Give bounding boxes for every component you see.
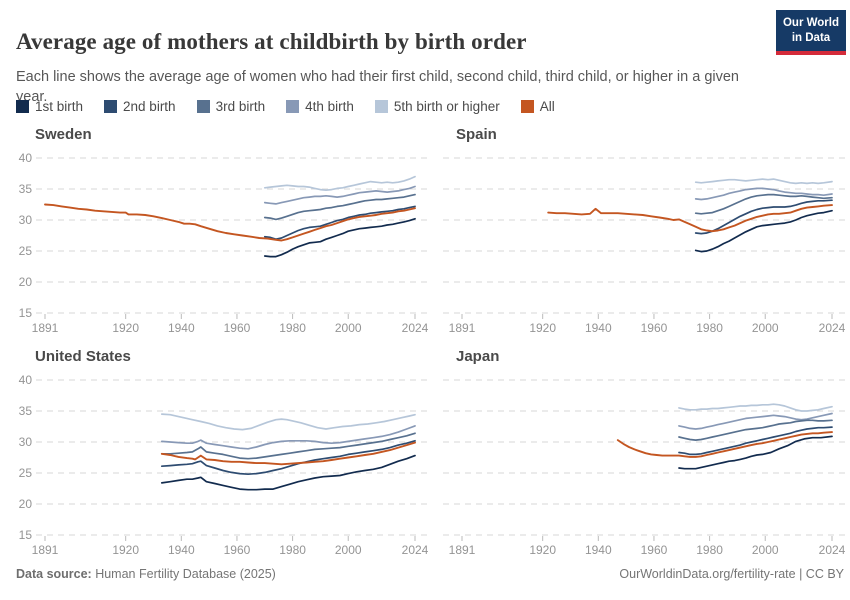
svg-text:25: 25 — [19, 466, 33, 480]
svg-text:1980: 1980 — [696, 543, 723, 557]
owid-logo-line2: in Data — [791, 31, 831, 44]
svg-text:2000: 2000 — [335, 543, 362, 557]
facet-title: Japan — [456, 348, 500, 365]
svg-text:1920: 1920 — [529, 543, 556, 557]
svg-text:20: 20 — [19, 497, 33, 511]
legend-item-5th-birth-or-higher[interactable]: 5th birth or higher — [374, 99, 500, 114]
legend-item-2nd-birth[interactable]: 2nd birth — [104, 99, 176, 114]
page-title: Average age of mothers at childbirth by … — [16, 29, 527, 55]
legend: 1st birth 2nd birth 3rd birth 4th birth … — [16, 99, 555, 114]
svg-text:1940: 1940 — [585, 543, 612, 557]
svg-text:1940: 1940 — [168, 321, 195, 335]
svg-text:2000: 2000 — [752, 543, 779, 557]
facet-title: United States — [35, 348, 131, 365]
line-chart-united-states: 15 20 25 30 35 40 1891 1920 1940 1960 1980 2000 2024 — [16, 370, 431, 560]
svg-text:2000: 2000 — [335, 321, 362, 335]
svg-text:20: 20 — [19, 275, 33, 289]
svg-text:15: 15 — [19, 306, 33, 320]
svg-text:1960: 1960 — [641, 321, 668, 335]
svg-text:15: 15 — [19, 528, 33, 542]
line-chart-japan: 1891 1920 1940 1960 1980 2000 2024 — [437, 370, 849, 560]
svg-text:1891: 1891 — [32, 543, 59, 557]
svg-text:30: 30 — [19, 435, 33, 449]
svg-text:2024: 2024 — [402, 543, 429, 557]
owid-logo-red-bar — [776, 50, 846, 55]
svg-text:1920: 1920 — [112, 321, 139, 335]
data-source-label: Data source: — [16, 567, 92, 581]
facet-title: Sweden — [35, 126, 92, 143]
legend-swatch — [374, 100, 388, 113]
svg-text:1891: 1891 — [449, 321, 476, 335]
owid-logo[interactable]: Our World in Data — [776, 10, 846, 55]
svg-text:2024: 2024 — [819, 321, 846, 335]
legend-label: 5th birth or higher — [393, 99, 500, 114]
svg-text:40: 40 — [19, 151, 33, 165]
svg-text:2024: 2024 — [402, 321, 429, 335]
svg-text:2024: 2024 — [819, 543, 846, 557]
svg-text:25: 25 — [19, 244, 33, 258]
legend-label: 3rd birth — [215, 99, 266, 114]
legend-label: 2nd birth — [123, 99, 176, 114]
legend-swatch — [286, 100, 300, 113]
facet-title: Spain — [456, 126, 497, 143]
svg-text:1960: 1960 — [224, 543, 251, 557]
svg-text:1940: 1940 — [585, 321, 612, 335]
line-chart-sweden: 15 20 25 30 35 40 1891 1920 1940 1960 1980 2000 2024 — [16, 148, 431, 338]
svg-text:35: 35 — [19, 404, 33, 418]
legend-swatch — [520, 100, 534, 113]
svg-text:1960: 1960 — [224, 321, 251, 335]
svg-text:1920: 1920 — [112, 543, 139, 557]
legend-label: All — [539, 99, 555, 114]
legend-item-4th-birth[interactable]: 4th birth — [286, 99, 354, 114]
facet-spain: Spain 1891 1920 1940 1960 1980 2000 2024 — [437, 126, 849, 338]
footer-link[interactable]: OurWorldinData.org/fertility-rate | CC B… — [619, 567, 844, 581]
svg-text:35: 35 — [19, 182, 33, 196]
legend-swatch — [16, 100, 29, 113]
svg-text:1891: 1891 — [32, 321, 59, 335]
facet-grid: Sweden 15 20 25 30 35 40 1891 1920 1940 1960 1980 2… — [16, 126, 849, 560]
legend-item-1st-birth[interactable]: 1st birth — [16, 99, 83, 114]
svg-text:1980: 1980 — [696, 321, 723, 335]
svg-text:1920: 1920 — [529, 321, 556, 335]
legend-item-all[interactable]: All — [520, 99, 555, 114]
owid-logo-box: Our World in Data — [776, 10, 846, 51]
legend-label: 1st birth — [35, 99, 84, 114]
facet-sweden: Sweden 15 20 25 30 35 40 1891 1920 1940 1960 1980 2… — [16, 126, 431, 338]
legend-label: 4th birth — [305, 99, 354, 114]
svg-text:2000: 2000 — [752, 321, 779, 335]
data-source-text: Human Fertility Database (2025) — [91, 567, 276, 581]
svg-text:1940: 1940 — [168, 543, 195, 557]
line-chart-spain: 1891 1920 1940 1960 1980 2000 2024 — [437, 148, 849, 338]
footer: Data source: Human Fertility Database (2… — [16, 567, 844, 581]
facet-japan: Japan 1891 1920 1940 1960 1980 2000 2024 — [437, 348, 849, 560]
svg-text:1980: 1980 — [279, 543, 306, 557]
svg-text:40: 40 — [19, 373, 33, 387]
legend-swatch — [196, 100, 210, 113]
legend-item-3rd-birth[interactable]: 3rd birth — [196, 99, 266, 114]
svg-text:30: 30 — [19, 213, 33, 227]
data-source: Data source: Human Fertility Database (2… — [16, 567, 276, 581]
svg-text:1980: 1980 — [279, 321, 306, 335]
chart-subtitle: Each line shows the average age of women… — [16, 68, 739, 106]
facet-united-states: United States 15 20 25 30 35 40 1891 1920 1940 19… — [16, 348, 431, 560]
owid-logo-line1: Our World — [782, 17, 839, 29]
svg-text:1891: 1891 — [449, 543, 476, 557]
svg-text:1960: 1960 — [641, 543, 668, 557]
legend-swatch — [104, 100, 118, 113]
